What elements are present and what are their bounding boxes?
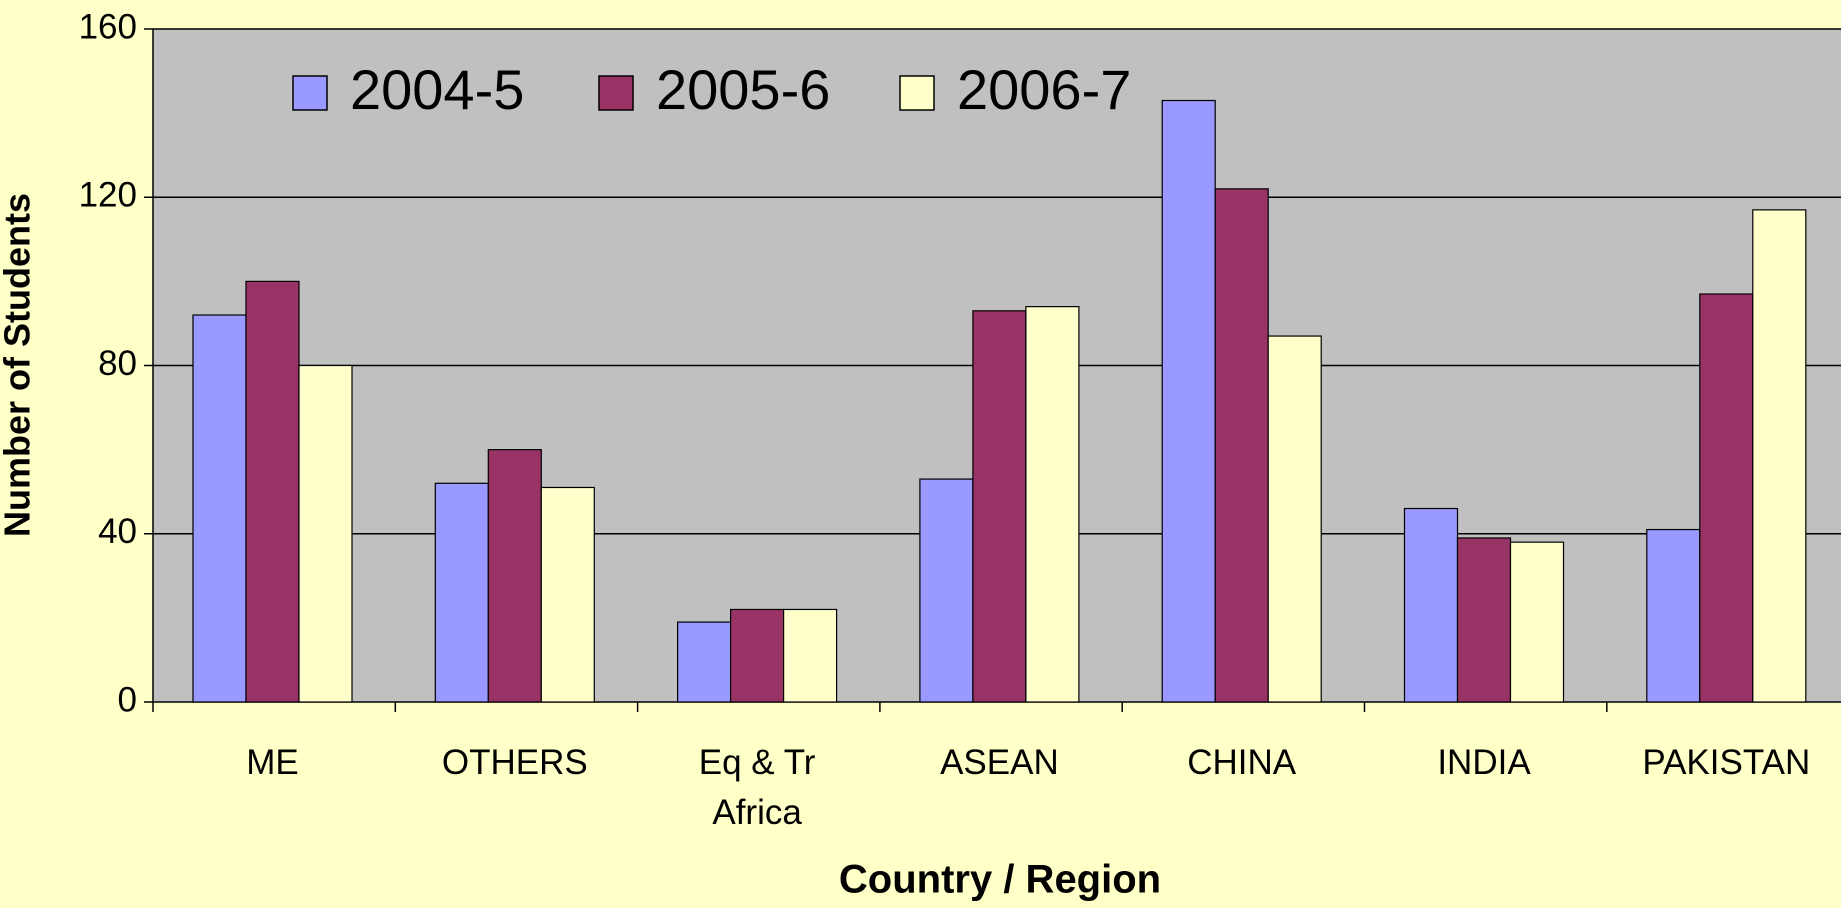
bar (1699, 293, 1754, 703)
bar (1161, 99, 1216, 703)
bar (919, 478, 974, 703)
x-tick-label: ASEAN (940, 743, 1059, 782)
x-tick-label: ME (246, 743, 299, 782)
bar (298, 364, 353, 703)
legend-swatch (292, 75, 328, 111)
bar (434, 482, 489, 703)
y-tick-label: 80 (98, 344, 137, 383)
bar (676, 621, 732, 703)
x-tick-label: CHINA (1187, 743, 1297, 782)
y-tick-label: 40 (98, 512, 137, 551)
legend-swatch (899, 75, 935, 111)
legend-label: 2005-6 (656, 58, 830, 121)
bar (1403, 507, 1459, 703)
x-tick-label: OTHERS (441, 743, 588, 782)
bar (1646, 528, 1701, 703)
x-tick-label: Eq & Tr Africa (698, 743, 816, 832)
bar (729, 608, 785, 703)
bar (1267, 335, 1322, 703)
bar (782, 608, 838, 703)
legend-label: 2006-7 (957, 58, 1131, 121)
bar (972, 310, 1027, 703)
bar (540, 486, 595, 703)
y-tick-label: 120 (79, 176, 137, 215)
bar (1025, 306, 1080, 703)
bar (192, 314, 247, 703)
bar (487, 449, 542, 703)
y-tick-label: 160 (79, 7, 137, 46)
y-axis-title: Number of Students (0, 193, 38, 537)
x-tick-label: INDIA (1437, 743, 1531, 782)
bar (1509, 541, 1565, 703)
x-tick-label: PAKISTAN (1642, 743, 1811, 782)
legend-label: 2004-5 (350, 58, 524, 121)
bar (1752, 209, 1807, 703)
bar (245, 280, 300, 703)
bar (1456, 537, 1512, 703)
y-tick-label: 0 (118, 680, 137, 719)
x-axis-title: Country / Region (839, 858, 1161, 902)
legend-swatch (598, 75, 634, 111)
bar (1214, 188, 1269, 703)
